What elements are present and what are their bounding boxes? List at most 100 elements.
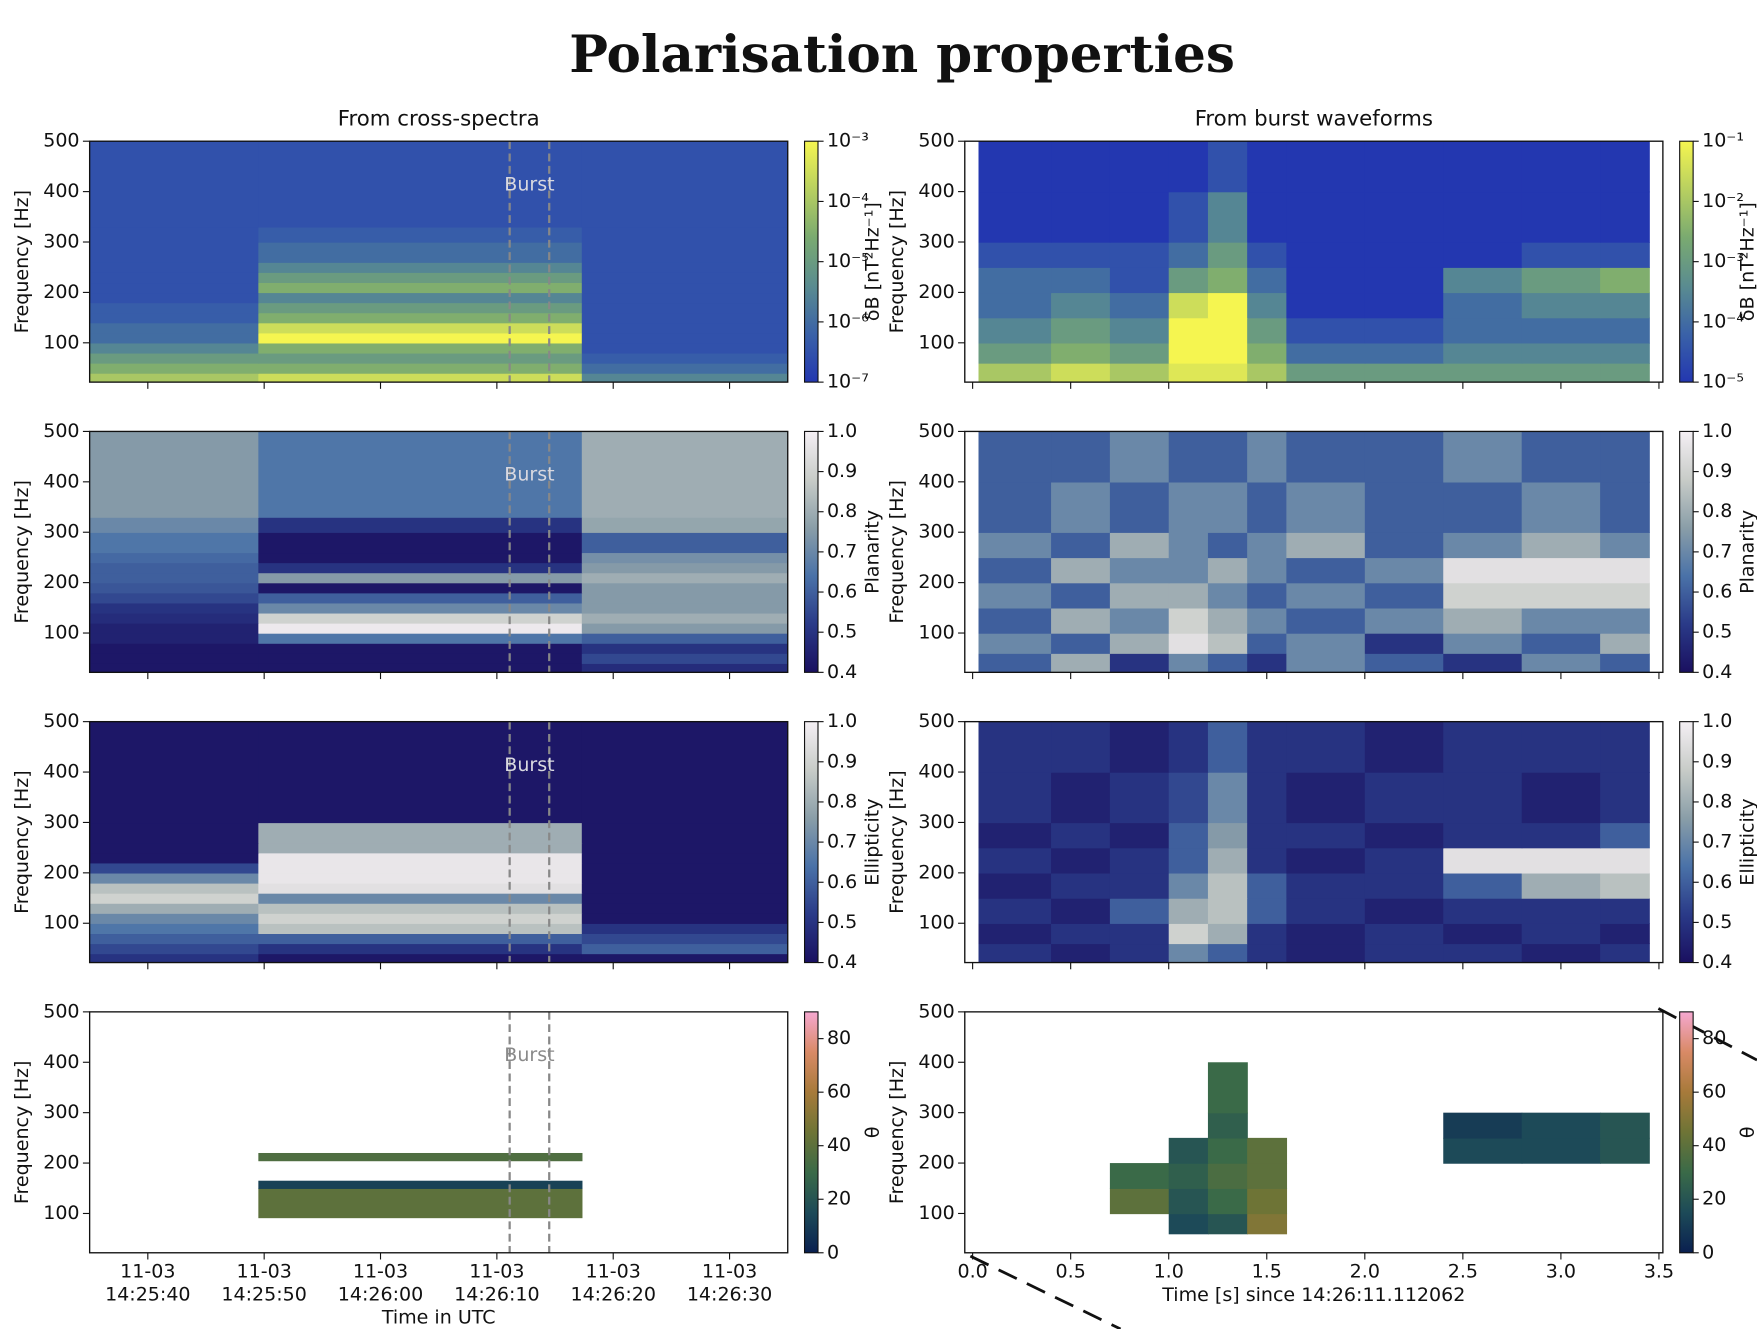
colorbar-tick-label: 0.6 [827, 871, 857, 893]
heatmap [258, 1152, 583, 1219]
heatmap-cell [1443, 582, 1523, 609]
colorbar-tick-label: 0.4 [827, 661, 857, 683]
heatmap-cell [1168, 362, 1209, 383]
heatmap-cell [89, 141, 260, 228]
heatmap-cell [1247, 292, 1288, 319]
heatmap-cell [1600, 721, 1650, 773]
y-tick-label: 200 [918, 281, 954, 303]
heatmap-cell [89, 352, 260, 364]
colorbar-tick-label: 10⁻⁴ [827, 190, 869, 212]
heatmap-cell [978, 822, 1052, 849]
heatmap-cell [1168, 242, 1209, 268]
y-tick-label: 400 [918, 1051, 954, 1073]
heatmap-cell [581, 933, 788, 945]
heatmap-cell [258, 572, 583, 584]
heatmap-cell [89, 653, 260, 664]
heatmap-cell [1051, 342, 1111, 364]
heatmap-cell [1109, 923, 1170, 945]
heatmap-cell [258, 562, 583, 574]
heatmap-cell [1051, 653, 1111, 673]
colorbar-tick-label: 0.7 [1702, 540, 1732, 562]
colorbar-tick-label: 0.8 [1702, 500, 1732, 522]
heatmap-cell [1286, 342, 1366, 364]
colorbar-tick-label: 1.0 [827, 710, 857, 732]
burst-label: Burst [504, 1044, 554, 1066]
colorbar-tick-label: 40 [1702, 1134, 1726, 1156]
y-tick-label: 500 [43, 130, 79, 152]
heatmap-cell [1109, 721, 1170, 773]
heatmap-cell [1109, 342, 1170, 364]
heatmap [89, 431, 788, 673]
heatmap-cell [1443, 943, 1523, 963]
heatmap-cell [1168, 822, 1209, 849]
heatmap-cell [1109, 481, 1170, 533]
y-tick-label: 300 [43, 811, 79, 833]
y-axis-label: Frequency [Hz] [11, 1061, 33, 1205]
y-tick-label: 400 [43, 761, 79, 783]
heatmap-cell [1364, 898, 1444, 924]
heatmap-cell [1247, 191, 1288, 243]
heatmap-cell [89, 342, 260, 354]
heatmap-cell [1168, 431, 1209, 483]
y-tick-label: 500 [918, 1000, 954, 1022]
heatmap-cell [1600, 847, 1650, 874]
heatmap-cell [1286, 772, 1366, 824]
heatmap-cell [1521, 292, 1601, 319]
heatmap-cell [1364, 532, 1444, 559]
heatmap-cell [258, 431, 583, 518]
heatmap-cell [1600, 607, 1650, 634]
x-tick-label: 11-03 14:25:40 [105, 1260, 190, 1305]
heatmap-cell [1247, 633, 1288, 654]
heatmap-cell [1051, 532, 1111, 559]
heatmap-cell [258, 663, 583, 673]
heatmap-cell [1443, 191, 1523, 243]
heatmap-cell [89, 431, 260, 518]
heatmap-cell [1247, 317, 1288, 344]
y-axis-label: Frequency [Hz] [11, 480, 33, 624]
heatmap-cell [1247, 721, 1288, 773]
heatmap-cell [258, 262, 583, 273]
x-tick-label: 1.0 [1154, 1260, 1184, 1282]
heatmap-cell [1286, 317, 1366, 344]
colorbar-label: Planarity [862, 510, 884, 594]
heatmap-cell [258, 226, 583, 243]
heatmap-cell [1600, 557, 1650, 584]
heatmap-cell [258, 852, 583, 864]
y-tick-label: 400 [43, 470, 79, 492]
y-tick-label: 100 [43, 1202, 79, 1224]
y-axis-label: Frequency [Hz] [11, 770, 33, 914]
heatmap-cell [1247, 1137, 1288, 1164]
heatmap-cell [89, 893, 260, 904]
axes-frame [964, 140, 1664, 383]
heatmap-cell [1168, 557, 1209, 584]
heatmap-cell [1521, 653, 1601, 673]
heatmap-cell [258, 807, 583, 824]
axes-frame [88, 720, 789, 964]
colorbar-tick-label: 10⁻⁶ [827, 310, 869, 332]
heatmap-cell [1207, 1112, 1248, 1139]
heatmap-cell [978, 342, 1052, 364]
heatmap-cell [89, 807, 260, 824]
heatmap-cell [581, 262, 788, 273]
heatmap-cell [1443, 362, 1523, 383]
heatmap-cell [1286, 607, 1366, 634]
heatmap-cell [89, 923, 260, 935]
heatmap-cell [1051, 772, 1111, 824]
colorbar-tick-label: 10⁻³ [827, 130, 869, 152]
heatmap-cell [258, 933, 583, 945]
heatmap-cell [1207, 1213, 1248, 1235]
colorbar-tick-label: 1.0 [1702, 710, 1732, 732]
colorbar-tick-label: 0 [827, 1241, 839, 1263]
heatmap-cell [1109, 822, 1170, 849]
colorbar-tick-label: 80 [1702, 1027, 1726, 1049]
heatmap-cell [1600, 431, 1650, 483]
heatmap-cell [1168, 292, 1209, 319]
heatmap-cell [89, 822, 260, 844]
heatmap-cell [1521, 557, 1601, 584]
axes-frame [964, 430, 1664, 674]
heatmap-cell [581, 292, 788, 304]
heatmap-cell [1364, 847, 1444, 874]
heatmap-cell [1109, 242, 1170, 268]
colorbar-tick-label: 0.4 [1702, 951, 1732, 973]
heatmap-cell [1109, 772, 1170, 824]
